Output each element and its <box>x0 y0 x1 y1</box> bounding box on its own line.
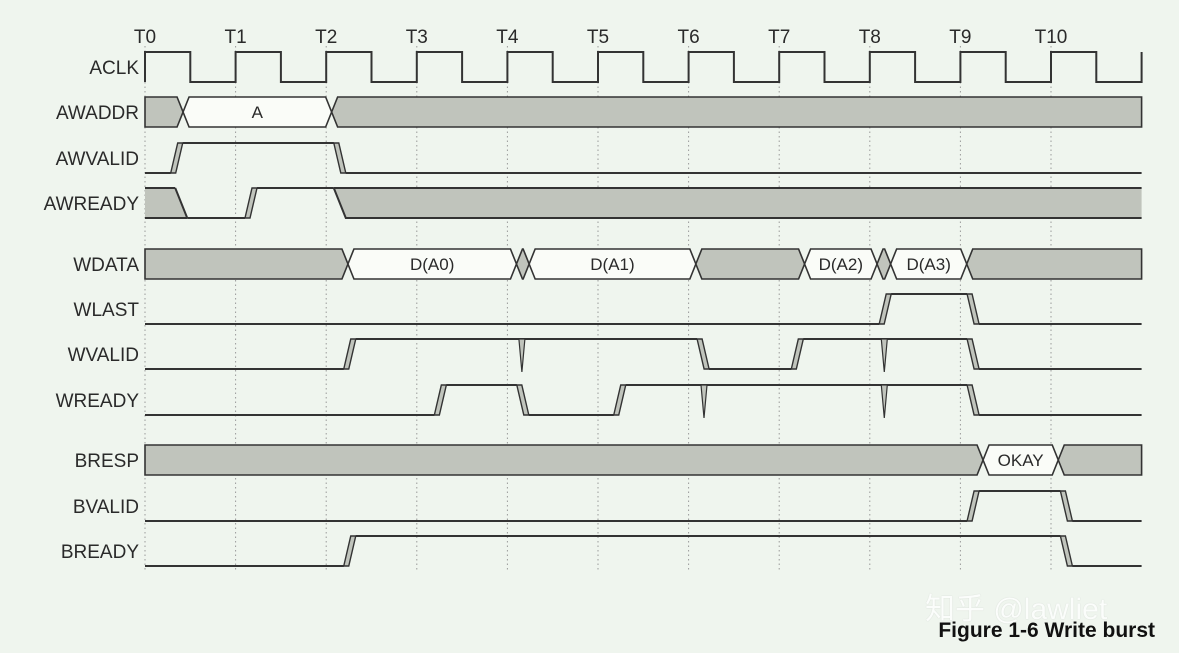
clock-waveform <box>144 51 1143 83</box>
signal-label: AWVALID <box>56 149 139 170</box>
bus-value-label: D(A1) <box>590 255 634 274</box>
signal-label: WLAST <box>74 300 140 321</box>
glitch-spike <box>880 384 888 419</box>
rising-edge <box>244 187 258 219</box>
bus-undefined-segment <box>965 248 1143 280</box>
glitch-spike <box>880 338 888 373</box>
falling-edge <box>696 338 710 370</box>
rising-edge <box>433 384 448 416</box>
bus-undefined-segment <box>1057 444 1143 476</box>
bus-undefined-segment <box>330 96 1143 128</box>
bus-value-label: D(A2) <box>819 255 863 274</box>
signal-label: WVALID <box>68 345 139 366</box>
time-label-t0: T0 <box>134 27 156 48</box>
falling-edge <box>515 384 530 416</box>
rising-edge <box>966 490 980 522</box>
rising-edge <box>169 142 184 174</box>
signal-awaddr: AWADDR A <box>56 96 1143 128</box>
signal-wdata: WDATA D(A0) D(A1) D(A2) D(A3) <box>73 248 1143 280</box>
time-label-t5: T5 <box>587 27 609 48</box>
rising-edge <box>612 384 627 416</box>
glitch-spike <box>518 338 526 373</box>
signal-label: ACLK <box>89 58 139 79</box>
rising-edge <box>878 293 893 325</box>
signal-label: BVALID <box>73 497 139 518</box>
bus-value-label: OKAY <box>998 451 1044 470</box>
falling-edge <box>1059 490 1074 522</box>
time-label-t10: T10 <box>1035 27 1068 48</box>
signal-bready: BREADY <box>61 535 1142 567</box>
signal-label: BREADY <box>61 542 139 563</box>
bus-undefined-segment <box>144 444 984 476</box>
signal-label: BRESP <box>75 451 139 472</box>
bus-value-label: D(A3) <box>906 255 950 274</box>
time-label-t1: T1 <box>225 27 247 48</box>
undefined-outline <box>332 187 1142 219</box>
signal-label: WREADY <box>56 391 140 412</box>
signal-aclk: ACLK <box>89 51 1143 83</box>
rising-edge <box>342 338 357 370</box>
rising-edge <box>790 338 805 370</box>
bus-value-label: D(A0) <box>410 255 454 274</box>
falling-edge <box>332 142 347 174</box>
bus-undefined-segment <box>694 248 806 280</box>
signal-label: AWREADY <box>44 194 140 215</box>
signal-awready: AWREADY <box>44 187 1142 219</box>
falling-edge <box>1059 535 1074 567</box>
undefined-outline <box>145 187 189 219</box>
signal-label: AWADDR <box>56 103 139 124</box>
signal-wvalid: WVALID <box>68 338 1142 373</box>
bus-undefined-segment <box>515 248 531 280</box>
time-label-t2: T2 <box>315 27 337 48</box>
signal-wready: WREADY <box>56 384 1142 419</box>
time-label-t4: T4 <box>496 27 519 48</box>
watermark: 知乎 @lawliet <box>925 593 1108 626</box>
time-label-t6: T6 <box>678 27 700 48</box>
time-label-t8: T8 <box>859 27 881 48</box>
figure-caption: Figure 1-6 Write burst <box>938 619 1155 642</box>
signal-bresp: BRESP OKAY <box>75 444 1143 476</box>
time-label-t9: T9 <box>949 27 971 48</box>
signal-bvalid: BVALID <box>73 490 1142 522</box>
undefined-region <box>333 188 1142 218</box>
rising-edge <box>342 535 357 567</box>
falling-edge <box>966 384 980 416</box>
bus-undefined-segment <box>144 248 349 280</box>
glitch-spike <box>700 384 708 419</box>
signal-label: WDATA <box>73 255 139 276</box>
bus-undefined-segment <box>876 248 892 280</box>
time-label-t7: T7 <box>768 27 790 48</box>
time-label-t3: T3 <box>406 27 428 48</box>
signal-wlast: WLAST <box>74 293 1142 325</box>
bus-undefined-segment <box>144 96 184 128</box>
signal-awvalid: AWVALID <box>56 142 1142 174</box>
undefined-region <box>145 188 188 218</box>
falling-edge <box>966 338 980 370</box>
falling-edge <box>966 293 980 325</box>
bus-value-label: A <box>252 103 264 122</box>
